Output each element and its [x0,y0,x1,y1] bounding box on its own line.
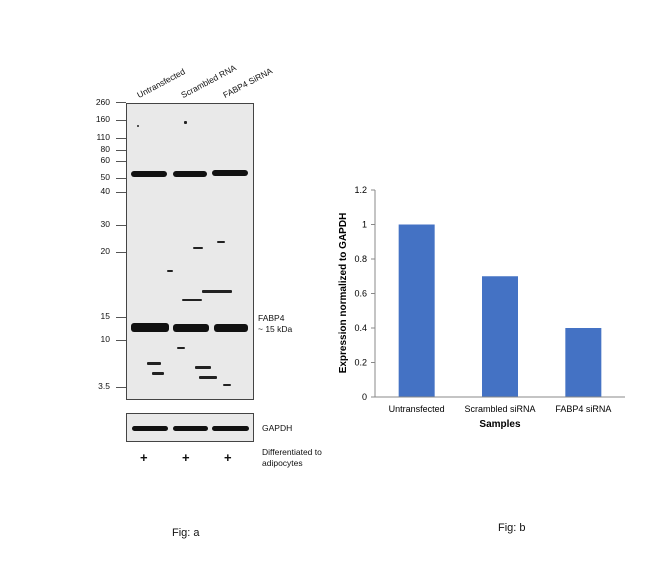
gapdh-band-lane1 [132,426,168,431]
blot-speck [184,121,187,124]
fabp4-band-label: FABP4 ~ 15 kDa [258,313,292,335]
fabp4-label-size: ~ 15 kDa [258,324,293,334]
blot-speck [137,125,139,127]
treatment-label: Differentiated to adipocytes [262,447,322,469]
blot-band-55kda-lane3 [212,170,248,176]
blot-speck [193,247,203,249]
mw-marker-40: 40 [100,186,110,196]
gapdh-band-lane3 [212,426,249,431]
x-tick-label: FABP4 siRNA [555,404,611,414]
mw-tick [116,138,126,139]
mw-marker-10: 10 [100,334,110,344]
western-blot-panel [126,103,254,400]
mw-tick [116,102,126,103]
blot-speck [223,384,231,386]
mw-marker-80: 80 [100,144,110,154]
mw-tick [116,192,126,193]
mw-marker-15: 15 [100,311,110,321]
mw-tick [116,317,126,318]
y-tick-label: 1 [362,220,367,230]
mw-tick [116,340,126,341]
blot-speck [177,347,185,349]
blot-speck [152,372,164,375]
x-tick-label: Scrambled siRNA [464,404,535,414]
x-axis-title: Samples [479,419,521,430]
blot-speck [195,366,211,369]
bar-scrambled-sirna [482,276,518,397]
y-tick-label: 0.8 [354,254,367,264]
y-tick-label: 1.2 [354,185,367,195]
fabp4-band-lane3 [214,324,248,332]
gapdh-band-lane2 [173,426,208,431]
figure-b-caption: Fig: b [498,522,526,534]
mw-tick [116,150,126,151]
bar-fabp4-sirna [565,328,602,397]
y-tick-label: 0.4 [354,323,367,333]
mw-marker-3-5: 3.5 [98,381,110,391]
y-tick-label: 0 [362,392,367,402]
figure-b-chart: 0 0.2 0.4 0.6 0.8 1 1.2 Untransfected Scrambled… [338,185,625,430]
fabp4-band-lane2 [173,324,209,332]
blot-speck [202,290,232,293]
blot-speck [167,270,173,272]
blot-band-55kda-lane1 [131,171,167,177]
mw-tick [116,387,126,388]
gapdh-blot-panel [126,413,254,442]
y-axis-title: Expression normalized to GAPDH [338,213,349,374]
treatment-plus-lane2: + [182,450,190,465]
treatment-plus-lane3: + [224,450,232,465]
fabp4-label-name: FABP4 [258,313,285,323]
blot-speck [199,376,217,379]
x-tick-label: Untransfected [389,404,445,414]
mw-marker-50: 50 [100,172,110,182]
blot-speck [182,299,202,301]
y-tick-label: 0.2 [354,358,367,368]
mw-tick [116,178,126,179]
fabp4-band-lane1 [131,323,169,332]
mw-tick [116,225,126,226]
lane-label-untransfected: Untransfected [135,66,187,100]
blot-speck [147,362,161,365]
mw-marker-20: 20 [100,246,110,256]
mw-marker-260: 260 [95,97,110,107]
blot-band-55kda-lane2 [173,171,207,177]
mw-tick [116,161,126,162]
treatment-label-line1: Differentiated to [262,447,322,457]
mw-marker-30: 30 [100,219,110,229]
mw-marker-60: 60 [100,155,110,165]
gapdh-label: GAPDH [262,423,293,433]
mw-marker-110: 110 [96,132,110,142]
y-tick-label: 0.6 [354,289,367,299]
mw-tick [116,120,126,121]
treatment-label-line2: adipocytes [262,458,303,468]
treatment-plus-lane1: + [140,450,148,465]
mw-tick [116,252,126,253]
figure-a-caption: Fig: a [172,527,200,539]
bar-untransfected [398,224,435,397]
blot-speck [217,241,225,243]
mw-marker-160: 160 [95,114,110,124]
